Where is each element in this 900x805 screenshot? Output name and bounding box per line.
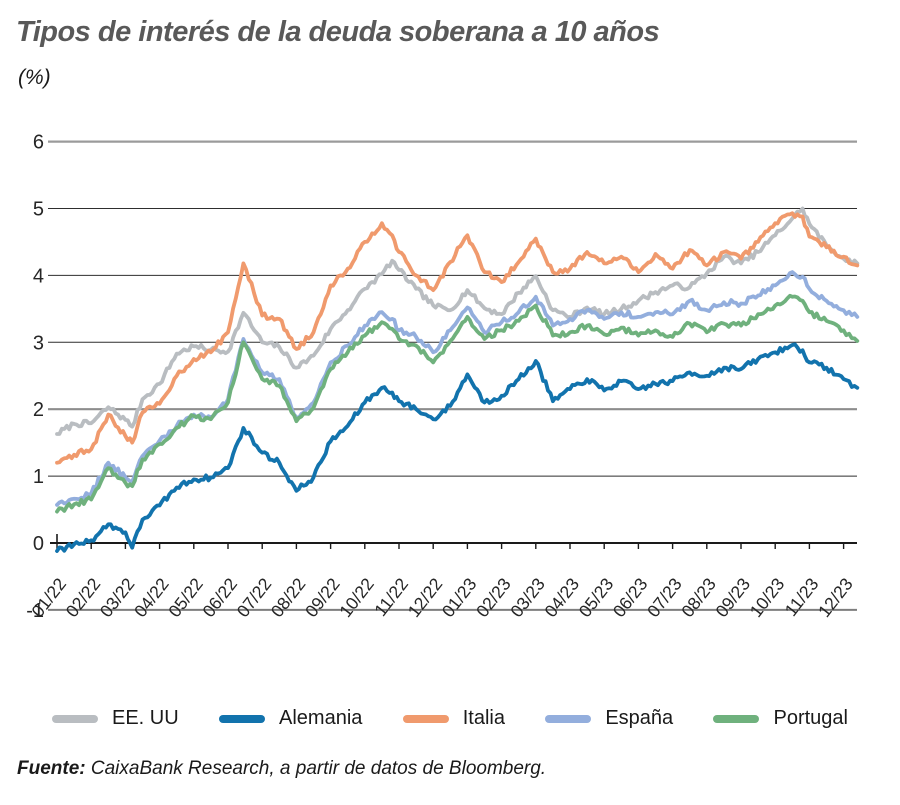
x-tick-label: 03/23 — [506, 574, 549, 621]
legend-swatch-espa-a — [545, 714, 592, 723]
x-tick-label: 07/23 — [643, 574, 686, 621]
y-tick-label: 6 — [33, 132, 44, 154]
legend-item-espa-a: España — [545, 707, 673, 730]
chart-title: Tipos de interés de la deuda soberana a … — [16, 16, 660, 48]
x-tick-label: 04/23 — [540, 574, 583, 621]
legend-label-alemania: Alemania — [279, 707, 363, 729]
x-tick-label: 12/22 — [404, 574, 447, 621]
legend-item-portugal: Portugal — [713, 707, 848, 730]
x-tick-label: 11/23 — [781, 574, 823, 620]
x-tick-label: 04/22 — [130, 574, 173, 621]
legend-item-italia: Italia — [402, 707, 505, 730]
x-tick-label: 01/23 — [438, 574, 481, 621]
chart-unit-label: (%) — [18, 66, 51, 89]
x-tick-label: 10/22 — [335, 574, 378, 621]
y-tick-label: 5 — [33, 199, 44, 221]
legend-item-alemania: Alemania — [219, 707, 362, 730]
x-tick-label: 10/23 — [746, 574, 789, 621]
series-line-portugal — [55, 293, 860, 514]
y-tick-label: 3 — [33, 332, 44, 354]
series-line-italia — [55, 211, 860, 465]
x-tick-label: 05/23 — [575, 574, 618, 621]
legend-label-portugal: Portugal — [773, 707, 848, 729]
x-tick-label: 05/22 — [164, 574, 207, 621]
legend-label-italia: Italia — [462, 707, 505, 729]
y-tick-label: -1 — [26, 600, 44, 622]
legend-label-espa-a: España — [605, 707, 674, 729]
legend-label-ee-uu: EE. UU — [112, 707, 179, 729]
y-tick-label: 2 — [33, 399, 44, 421]
legend-swatch-italia — [402, 714, 449, 723]
x-tick-label: 07/22 — [233, 574, 276, 621]
legend-item-ee-uu: EE. UU — [52, 707, 179, 730]
x-tick-label: 08/23 — [677, 574, 720, 621]
source-label: Fuente: — [17, 758, 86, 779]
series-line-alemania — [55, 342, 860, 553]
source-note: Fuente: CaixaBank Research, a partir de … — [17, 758, 546, 780]
x-tick-label: 08/22 — [267, 574, 310, 621]
x-tick-label: 06/23 — [609, 574, 652, 621]
source-text: CaixaBank Research, a partir de datos de… — [85, 758, 547, 779]
x-tick-label: 06/22 — [198, 574, 241, 621]
y-tick-label: 4 — [33, 265, 44, 287]
x-tick-label: 11/22 — [370, 574, 412, 620]
x-tick-label: 01/22 — [27, 574, 70, 621]
legend: EE. UU Alemania Italia España Portugal — [52, 707, 848, 730]
legend-swatch-alemania — [219, 714, 266, 723]
x-tick-label: 02/23 — [472, 574, 515, 621]
x-tick-label: 09/22 — [301, 574, 344, 621]
legend-swatch-ee-uu — [52, 714, 98, 723]
line-chart: 6543210-101/2202/2203/2204/2205/2206/220… — [26, 132, 860, 622]
y-tick-label: 1 — [33, 466, 44, 488]
x-tick-label: 09/23 — [711, 574, 754, 621]
y-tick-label: 0 — [33, 533, 44, 555]
x-tick-label: 02/22 — [62, 574, 105, 621]
series-line-ee-uu — [55, 206, 860, 436]
x-tick-label: 03/22 — [96, 574, 139, 621]
x-tick-label: 12/23 — [814, 574, 857, 621]
legend-swatch-portugal — [713, 714, 760, 723]
